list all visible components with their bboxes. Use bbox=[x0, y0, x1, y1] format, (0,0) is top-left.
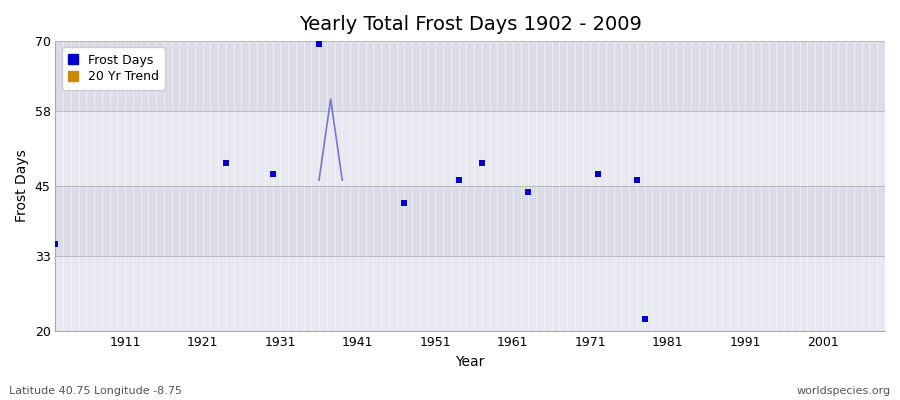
Point bbox=[521, 188, 535, 195]
Bar bbox=[56, 41, 885, 111]
Legend: Frost Days, 20 Yr Trend: Frost Days, 20 Yr Trend bbox=[62, 47, 166, 90]
Point bbox=[452, 177, 466, 184]
Point bbox=[311, 41, 326, 47]
Point bbox=[49, 241, 63, 247]
Y-axis label: Frost Days: Frost Days bbox=[15, 150, 29, 222]
Title: Yearly Total Frost Days 1902 - 2009: Yearly Total Frost Days 1902 - 2009 bbox=[299, 15, 642, 34]
Point bbox=[266, 171, 280, 178]
Bar bbox=[56, 111, 885, 186]
Point bbox=[397, 200, 411, 206]
Point bbox=[630, 177, 644, 184]
Bar bbox=[56, 186, 885, 256]
Point bbox=[591, 171, 606, 178]
Point bbox=[637, 316, 652, 322]
Text: worldspecies.org: worldspecies.org bbox=[796, 386, 891, 396]
Point bbox=[474, 160, 489, 166]
Point bbox=[219, 160, 233, 166]
X-axis label: Year: Year bbox=[455, 355, 485, 369]
Text: Latitude 40.75 Longitude -8.75: Latitude 40.75 Longitude -8.75 bbox=[9, 386, 182, 396]
Bar bbox=[56, 256, 885, 331]
